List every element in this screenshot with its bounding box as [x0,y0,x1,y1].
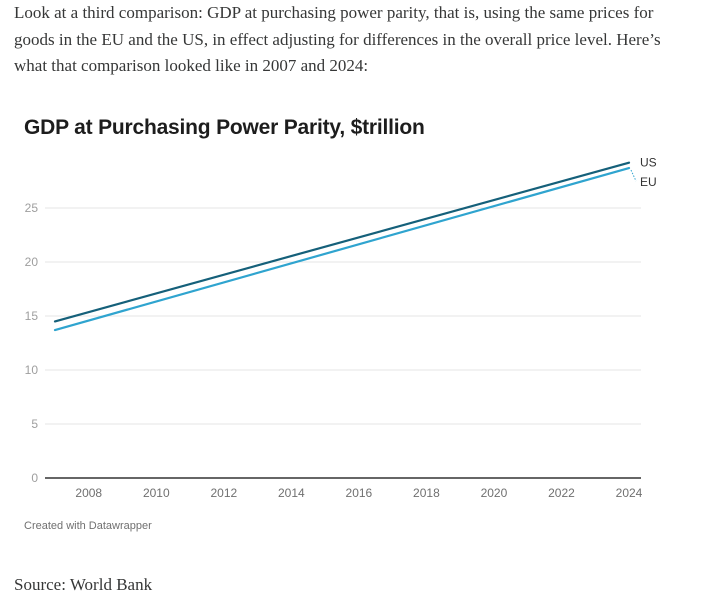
x-tick-label: 2014 [278,486,305,500]
x-tick-label: 2016 [346,486,373,500]
gridlines [45,207,641,425]
x-tick-label: 2018 [413,486,440,500]
x-tick-label: 2022 [548,486,575,500]
x-tick-label: 2010 [143,486,170,500]
x-tick-label: 2020 [481,486,508,500]
y-tick-label: 15 [25,309,39,323]
series-label-us: US [640,156,657,170]
label-connector [630,169,637,182]
y-tick-label: 5 [31,417,38,431]
x-tick-label: 2008 [75,486,102,500]
series-line-eu [53,166,631,332]
chart-title: GDP at Purchasing Power Parity, $trillio… [24,116,425,139]
series-labels: US EU [630,156,657,189]
y-tick-label: 10 [25,363,39,377]
x-tick-label: 2024 [616,486,643,500]
x-axis-ticks: 2008 2010 2012 2014 2016 2018 2020 2022 2024 [75,486,642,500]
x-tick-label: 2012 [210,486,237,500]
y-tick-label: 20 [25,255,39,269]
y-tick-label: 25 [25,201,39,215]
datawrapper-credit: Created with Datawrapper [24,520,152,532]
series-line-us [53,161,631,323]
intro-paragraph: Look at a third comparison: GDP at purch… [14,3,661,75]
source-note: Source: World Bank [14,575,153,594]
y-tick-label: 0 [31,471,38,485]
series-lines [53,161,631,332]
y-axis-ticks: 0 5 10 15 20 25 [25,201,39,485]
series-label-eu: EU [640,175,657,189]
